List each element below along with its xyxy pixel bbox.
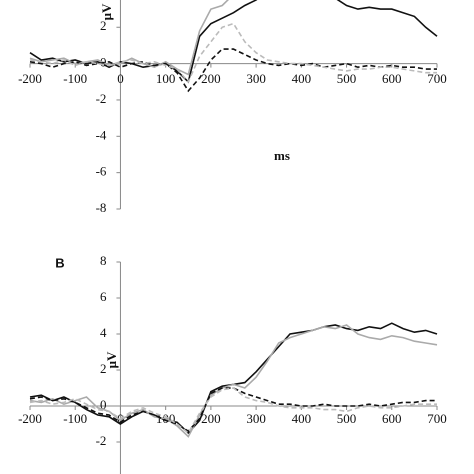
y-tick-label: 2 xyxy=(100,18,107,33)
x-tick-label: 100 xyxy=(156,71,176,86)
y-tick-label: -6 xyxy=(96,164,107,179)
y-tick-label: 8 xyxy=(100,253,107,268)
y-axis-label: μV xyxy=(99,3,114,20)
x-tick-label: 700 xyxy=(427,71,447,86)
y-tick-label: 0 xyxy=(100,397,107,412)
x-tick-label: 400 xyxy=(292,411,312,426)
plot-area xyxy=(29,0,438,93)
x-tick-label: 700 xyxy=(427,411,447,426)
y-tick-label: 4 xyxy=(100,325,107,340)
x-tick-label: 400 xyxy=(292,71,312,86)
series-line xyxy=(29,387,437,433)
series-line xyxy=(29,0,229,76)
y-tick-label: -2 xyxy=(96,91,107,106)
series-line xyxy=(29,0,438,84)
y-tick-label: -4 xyxy=(96,127,107,142)
x-tick-label: -200 xyxy=(18,71,42,86)
y-tick-label: -2 xyxy=(96,433,107,448)
x-tick-label: 600 xyxy=(382,71,402,86)
plot-area xyxy=(29,322,438,438)
y-tick-label: 6 xyxy=(100,289,107,304)
x-tick-label: 200 xyxy=(201,71,221,86)
x-tick-label: -200 xyxy=(18,411,42,426)
series-line xyxy=(29,22,437,84)
y-axis-label: μV xyxy=(104,351,119,368)
y-tick-label: 2 xyxy=(100,361,107,376)
panel-label: B xyxy=(55,255,64,270)
x-tick-label: 500 xyxy=(337,411,357,426)
y-tick-label: -8 xyxy=(96,200,107,215)
x-tick-label: 300 xyxy=(246,411,266,426)
x-tick-label: -100 xyxy=(63,411,87,426)
x-tick-label: 500 xyxy=(337,71,357,86)
series-line xyxy=(29,387,437,435)
series-line xyxy=(29,322,438,435)
x-tick-label: 0 xyxy=(117,71,124,86)
series-line xyxy=(29,324,438,438)
x-tick-label: 300 xyxy=(246,71,266,86)
x-tick-label: 200 xyxy=(201,411,221,426)
x-tick-label: 600 xyxy=(382,411,402,426)
series-line xyxy=(29,48,437,93)
x-axis-label: ms xyxy=(274,148,290,163)
x-tick-label: -100 xyxy=(63,71,87,86)
